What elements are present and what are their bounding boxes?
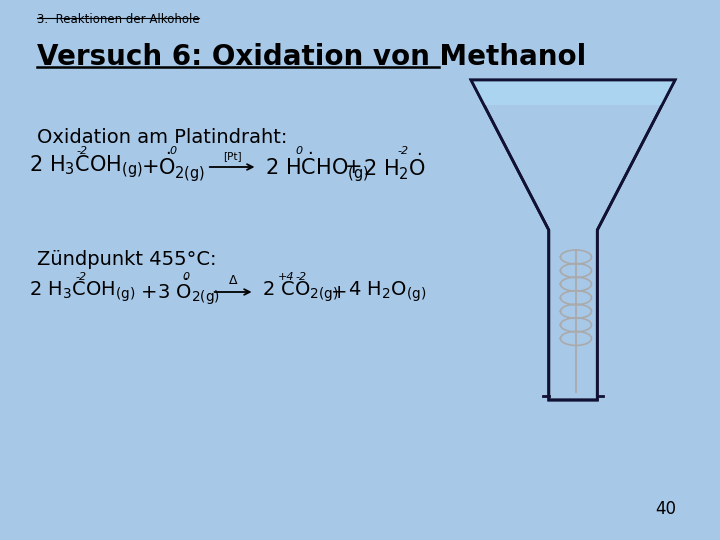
Text: -2: -2 — [295, 272, 307, 282]
Text: $+$: $+$ — [344, 157, 361, 177]
Text: Oxidation am Platindraht:: Oxidation am Platindraht: — [37, 128, 287, 147]
Text: 0: 0 — [169, 146, 176, 156]
Text: -2: -2 — [77, 146, 88, 156]
Text: $\mathregular{4\ H_2O_{(g)}}$: $\mathregular{4\ H_2O_{(g)}}$ — [348, 280, 426, 304]
Text: $\mathregular{2\ H\dot{C}HO_{(g)}}$: $\mathregular{2\ H\dot{C}HO_{(g)}}$ — [265, 150, 369, 184]
Text: -2: -2 — [397, 146, 409, 156]
Text: $+$: $+$ — [141, 157, 158, 177]
Text: 40: 40 — [654, 500, 676, 518]
Text: $\mathregular{\dot{O}_{2(g)}}$: $\mathregular{\dot{O}_{2(g)}}$ — [158, 150, 206, 184]
Text: 0: 0 — [296, 146, 302, 156]
Text: $\mathregular{2\ H_2\dot{O}}$: $\mathregular{2\ H_2\dot{O}}$ — [364, 152, 426, 182]
Text: 0: 0 — [183, 272, 190, 282]
Text: $\mathregular{2\ H_3COH_{(g)}}$: $\mathregular{2\ H_3COH_{(g)}}$ — [29, 280, 136, 304]
Text: 3.  Reaktionen der Alkohole: 3. Reaktionen der Alkohole — [37, 13, 199, 26]
Polygon shape — [471, 80, 675, 105]
Text: Versuch 6: Oxidation von Methanol: Versuch 6: Oxidation von Methanol — [37, 43, 586, 71]
Text: $\Delta$: $\Delta$ — [228, 274, 238, 287]
Text: Zündpunkt 455°C:: Zündpunkt 455°C: — [37, 250, 217, 269]
Text: +4: +4 — [278, 272, 294, 282]
Polygon shape — [471, 80, 675, 400]
Text: -2: -2 — [75, 272, 86, 282]
Text: $\mathregular{3\ \dot{O}_{2(g)}}$: $\mathregular{3\ \dot{O}_{2(g)}}$ — [158, 276, 220, 308]
Text: $+$: $+$ — [330, 282, 346, 301]
Text: $+$: $+$ — [140, 282, 157, 301]
Text: $\mathregular{2\ CO_{2(g)}}$: $\mathregular{2\ CO_{2(g)}}$ — [262, 280, 339, 304]
Text: $\mathregular{2\ H_3COH_{(g)}}$: $\mathregular{2\ H_3COH_{(g)}}$ — [29, 153, 143, 180]
Text: [Pt]: [Pt] — [222, 151, 241, 161]
